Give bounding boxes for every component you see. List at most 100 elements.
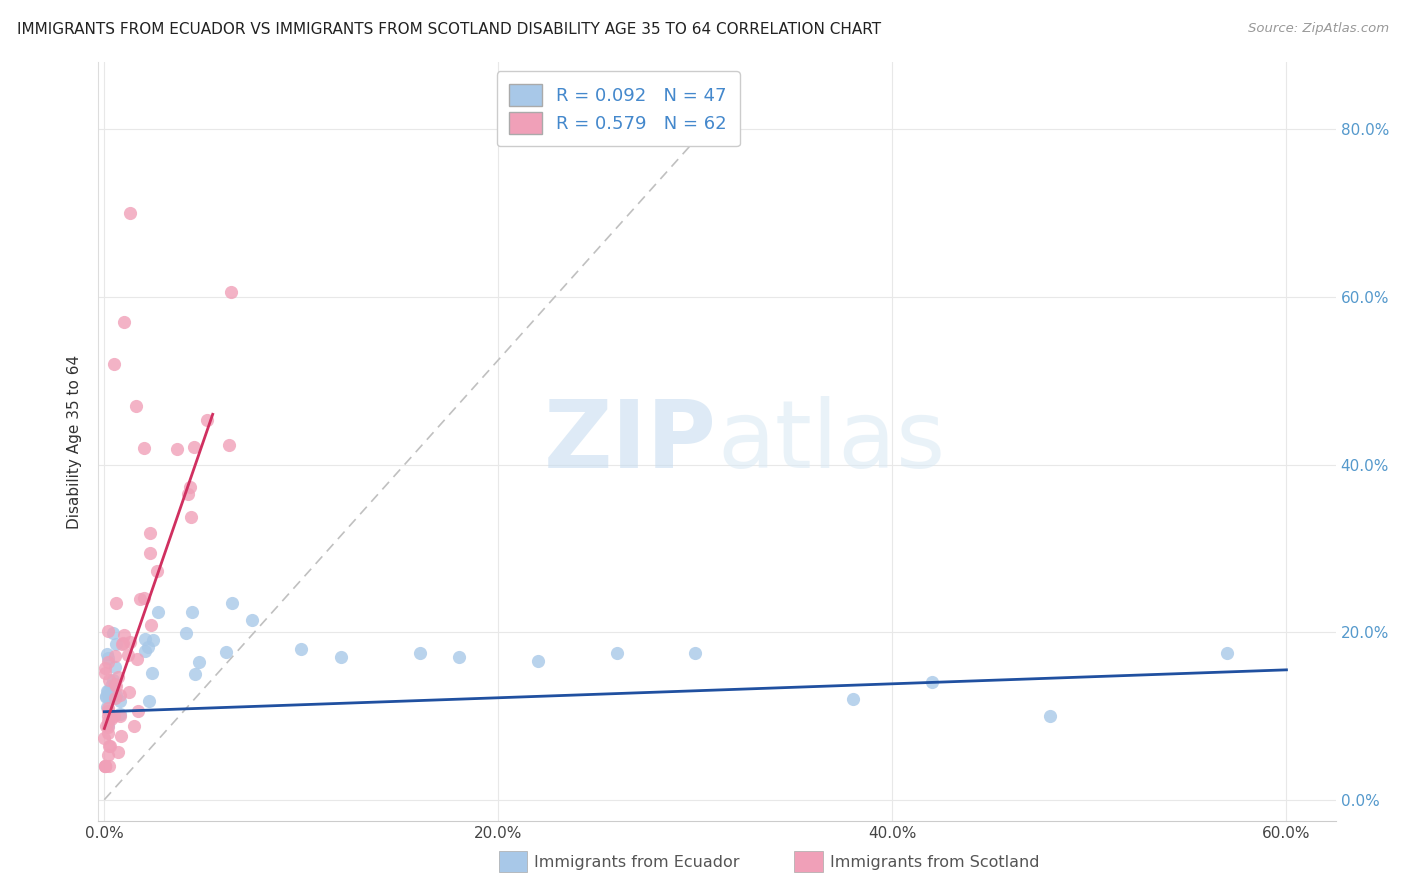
Point bbox=[329, 650, 352, 665]
Point bbox=[447, 650, 470, 665]
Point bbox=[94, 690, 117, 704]
Point bbox=[117, 648, 139, 662]
Point bbox=[134, 591, 156, 606]
Point bbox=[97, 704, 120, 718]
Point bbox=[195, 413, 218, 427]
Point bbox=[97, 656, 120, 670]
Point bbox=[96, 683, 118, 698]
Point bbox=[98, 739, 121, 753]
Point bbox=[132, 441, 155, 455]
Point bbox=[97, 624, 120, 638]
Point bbox=[141, 617, 163, 632]
Point bbox=[842, 692, 865, 706]
Point bbox=[174, 626, 197, 640]
Point bbox=[98, 739, 121, 753]
Point bbox=[221, 596, 243, 610]
Point bbox=[214, 645, 236, 659]
Point bbox=[179, 480, 201, 494]
Point bbox=[94, 759, 117, 773]
Point bbox=[97, 650, 120, 665]
Point bbox=[97, 718, 120, 732]
Point bbox=[921, 675, 943, 690]
Point bbox=[181, 605, 204, 619]
Point bbox=[128, 592, 150, 607]
Point bbox=[112, 628, 135, 642]
Point bbox=[108, 688, 131, 702]
Point bbox=[188, 655, 211, 669]
Point bbox=[526, 655, 548, 669]
Point bbox=[122, 719, 145, 733]
Point bbox=[141, 665, 163, 680]
Point bbox=[97, 748, 120, 763]
Point bbox=[94, 661, 117, 675]
Point bbox=[97, 714, 120, 728]
Point bbox=[104, 690, 127, 705]
Point bbox=[125, 399, 148, 413]
Point bbox=[101, 673, 124, 687]
Point bbox=[118, 685, 141, 699]
Point bbox=[104, 648, 127, 663]
Point bbox=[105, 688, 128, 702]
Point bbox=[98, 690, 121, 704]
Point bbox=[111, 637, 134, 651]
Text: atlas: atlas bbox=[717, 395, 945, 488]
Point bbox=[136, 640, 159, 655]
Point bbox=[218, 438, 240, 452]
Point bbox=[112, 315, 135, 329]
Point bbox=[110, 729, 132, 743]
Point bbox=[94, 690, 117, 704]
Point bbox=[97, 673, 120, 688]
Point bbox=[139, 546, 162, 560]
Point bbox=[94, 666, 117, 681]
Point bbox=[146, 605, 169, 619]
Point bbox=[97, 700, 120, 714]
Text: IMMIGRANTS FROM ECUADOR VS IMMIGRANTS FROM SCOTLAND DISABILITY AGE 35 TO 64 CORR: IMMIGRANTS FROM ECUADOR VS IMMIGRANTS FR… bbox=[17, 22, 882, 37]
Point bbox=[103, 708, 125, 723]
Point bbox=[240, 613, 263, 627]
Point bbox=[104, 637, 127, 651]
Point bbox=[94, 759, 117, 773]
Point bbox=[606, 646, 628, 660]
Point bbox=[134, 632, 156, 646]
Point bbox=[127, 704, 149, 718]
Point bbox=[184, 667, 207, 681]
Point bbox=[97, 720, 120, 734]
Legend: R = 0.092   N = 47, R = 0.579   N = 62: R = 0.092 N = 47, R = 0.579 N = 62 bbox=[496, 71, 740, 146]
Y-axis label: Disability Age 35 to 64: Disability Age 35 to 64 bbox=[67, 354, 83, 529]
Point bbox=[96, 647, 118, 661]
Point bbox=[107, 670, 129, 684]
Point bbox=[101, 626, 124, 640]
Point bbox=[134, 643, 156, 657]
Point bbox=[166, 442, 188, 456]
Text: ZIP: ZIP bbox=[544, 395, 717, 488]
Point bbox=[107, 745, 129, 759]
Point bbox=[97, 759, 120, 773]
Point bbox=[1216, 646, 1239, 660]
Point bbox=[94, 719, 117, 733]
Point bbox=[108, 709, 131, 723]
Point bbox=[94, 759, 117, 773]
Point bbox=[219, 285, 242, 299]
Point bbox=[142, 633, 165, 648]
Point bbox=[104, 679, 127, 693]
Point bbox=[97, 690, 120, 704]
Point bbox=[177, 487, 200, 501]
Point bbox=[104, 660, 127, 674]
Point bbox=[290, 641, 312, 656]
Point bbox=[183, 441, 205, 455]
Point bbox=[104, 596, 127, 610]
Point bbox=[103, 357, 125, 371]
Point bbox=[104, 677, 127, 691]
Point bbox=[97, 725, 120, 739]
Text: Immigrants from Scotland: Immigrants from Scotland bbox=[830, 855, 1039, 870]
Point bbox=[139, 525, 162, 540]
Point bbox=[96, 699, 118, 714]
Point bbox=[1039, 709, 1062, 723]
Point bbox=[110, 706, 132, 721]
Point bbox=[93, 731, 115, 745]
Point bbox=[118, 635, 141, 649]
Text: Immigrants from Ecuador: Immigrants from Ecuador bbox=[534, 855, 740, 870]
Text: Source: ZipAtlas.com: Source: ZipAtlas.com bbox=[1249, 22, 1389, 36]
Point bbox=[110, 694, 132, 708]
Point bbox=[97, 684, 120, 698]
